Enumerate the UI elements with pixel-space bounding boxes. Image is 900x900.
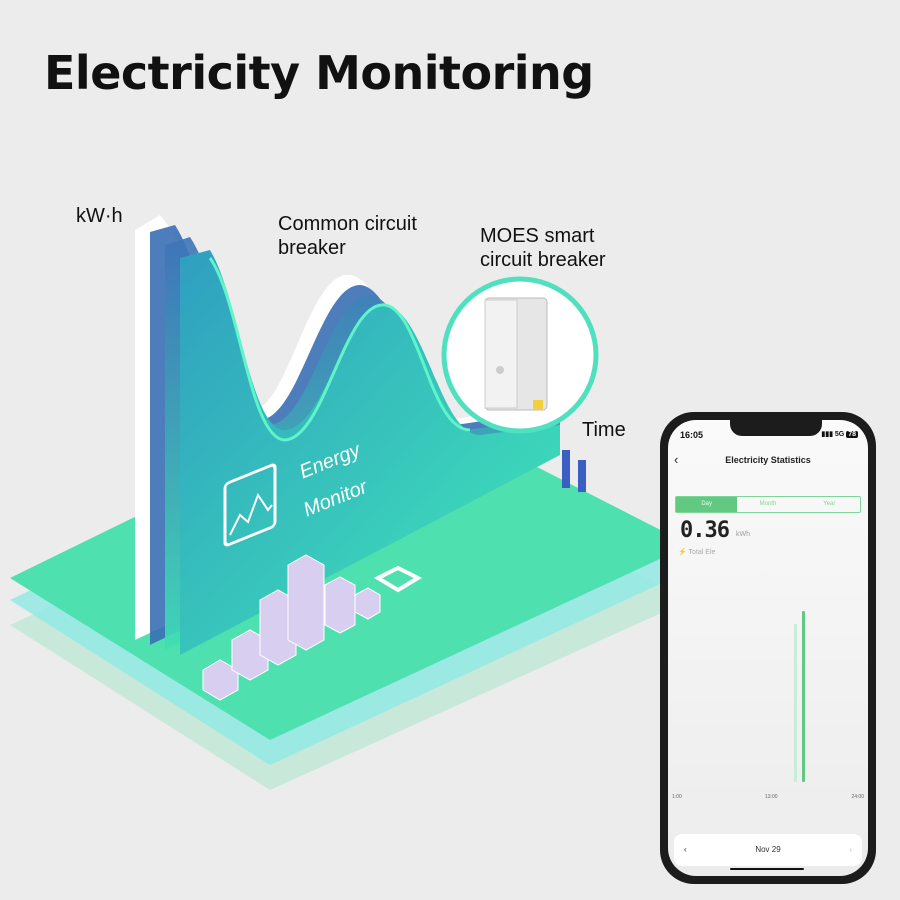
x-label-mid: 13:00 (765, 794, 778, 800)
total-text: Total Ele (688, 549, 716, 556)
lightning-icon: ⚡ (678, 549, 687, 556)
curve-layer-front (180, 250, 560, 655)
date-selector: ‹ Nov 29 › (674, 834, 862, 866)
monitor-icon (223, 463, 277, 547)
common-breaker-label-line2: breaker (278, 237, 346, 259)
tab-day[interactable]: Day (676, 497, 738, 512)
x-label-end: 24:00 (851, 794, 864, 800)
moes-breaker-badge (441, 276, 599, 434)
y-axis-label: kW·h (76, 205, 123, 227)
page-title: Electricity Monitoring (44, 46, 594, 100)
moes-label-line1: MOES smart (480, 225, 595, 247)
notch (730, 420, 822, 436)
date-label: Nov 29 (755, 845, 781, 854)
period-tabs: Day Month Year (675, 496, 861, 513)
x-axis-label: Time (582, 419, 626, 441)
time-marker-bars (562, 450, 586, 492)
x-label-start: 1:00 (672, 794, 682, 800)
curve-highlight (208, 257, 471, 442)
moes-label-line2: circuit breaker (480, 249, 606, 271)
energy-value: 0.36 (680, 518, 730, 543)
back-button[interactable]: ‹ (674, 452, 679, 467)
usage-bar (802, 611, 805, 782)
tab-year[interactable]: Year (823, 501, 836, 507)
energy-unit: kWh (736, 531, 750, 538)
home-indicator (730, 868, 804, 870)
next-date-button[interactable]: › (849, 845, 852, 854)
tab-month[interactable]: Month (759, 501, 777, 507)
network-label: 5G (834, 431, 845, 438)
phone: 16:05 ▮▮▮ 5G 78 ‹ Electricity Statistics… (660, 412, 876, 884)
bar-blocks (202, 554, 423, 701)
total-label: ⚡ Total Ele (678, 548, 715, 557)
battery-icon: 78 (846, 431, 858, 438)
prev-date-button[interactable]: ‹ (684, 845, 687, 854)
phone-screen: 16:05 ▮▮▮ 5G 78 ‹ Electricity Statistics… (668, 420, 868, 876)
usage-bar (794, 623, 797, 782)
signal-icon: ▮▮▮ (821, 431, 835, 438)
status-time: 16:05 (680, 430, 704, 440)
status-bar: ▮▮▮ 5G 78 (821, 430, 858, 438)
common-breaker-label-line1: Common circuit (278, 213, 417, 235)
screen-title: Electricity Statistics (725, 455, 811, 465)
